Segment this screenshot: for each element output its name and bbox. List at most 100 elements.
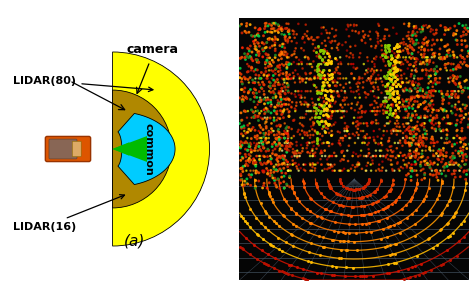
Point (250, 161, 258, 165)
Point (405, 111, 412, 116)
Point (284, 168, 292, 173)
Point (374, 134, 382, 139)
Point (414, 105, 421, 110)
Point (255, 73, 263, 78)
Point (266, 84, 274, 89)
Point (417, 76, 424, 81)
Point (312, 85, 320, 90)
Point (422, 23, 430, 28)
Point (255, 53, 263, 58)
Point (278, 62, 286, 66)
Point (451, 74, 458, 79)
Point (283, 150, 291, 154)
Point (272, 94, 280, 99)
Point (434, 139, 441, 144)
Point (413, 180, 421, 185)
Point (385, 43, 392, 47)
Point (379, 99, 386, 104)
Point (390, 90, 397, 95)
Point (373, 95, 381, 100)
Point (317, 191, 325, 196)
Point (382, 84, 389, 89)
Point (324, 122, 331, 127)
Point (267, 86, 274, 91)
Point (290, 190, 298, 194)
Point (390, 58, 398, 63)
Point (330, 34, 338, 39)
Point (403, 135, 410, 140)
Point (258, 40, 266, 45)
Point (288, 91, 295, 96)
Point (423, 71, 430, 76)
Point (348, 71, 356, 76)
Point (336, 238, 344, 243)
Point (420, 115, 428, 120)
Point (303, 130, 311, 135)
Point (463, 103, 470, 108)
Point (315, 89, 322, 94)
Point (263, 124, 270, 129)
Point (364, 70, 371, 75)
Point (402, 140, 410, 145)
Point (429, 84, 437, 89)
Point (273, 77, 281, 82)
Point (392, 57, 399, 62)
Point (236, 95, 243, 100)
Point (384, 55, 392, 60)
Point (386, 107, 394, 112)
Point (391, 59, 398, 63)
Point (237, 142, 244, 147)
Point (284, 89, 292, 93)
Point (275, 154, 283, 159)
Point (325, 162, 333, 167)
Point (453, 38, 461, 43)
Point (420, 47, 428, 52)
Point (289, 158, 297, 163)
Point (412, 148, 419, 153)
Point (399, 166, 407, 170)
Point (381, 43, 389, 47)
Point (412, 153, 419, 158)
Point (363, 78, 371, 83)
Point (358, 38, 365, 42)
Point (255, 76, 263, 81)
Point (337, 102, 344, 107)
Point (326, 89, 333, 93)
Point (242, 55, 249, 59)
Point (398, 80, 405, 84)
Point (318, 87, 326, 92)
Point (381, 97, 389, 102)
Point (267, 171, 274, 176)
Point (328, 76, 336, 81)
Point (267, 157, 275, 162)
Point (412, 124, 419, 129)
Point (378, 90, 385, 95)
Point (270, 90, 277, 95)
Point (307, 89, 314, 94)
Point (371, 94, 378, 99)
Point (369, 89, 377, 94)
Point (373, 68, 381, 73)
Point (392, 260, 400, 265)
Point (284, 38, 292, 43)
Point (444, 49, 451, 53)
Point (413, 131, 420, 136)
Point (404, 275, 412, 280)
Point (402, 121, 410, 126)
Point (310, 123, 317, 128)
Point (393, 73, 401, 78)
Point (431, 116, 439, 121)
Point (374, 209, 382, 214)
Point (279, 82, 287, 87)
Point (269, 151, 276, 156)
Point (383, 215, 391, 220)
Point (294, 21, 302, 26)
Point (328, 104, 336, 109)
Point (374, 142, 382, 147)
Text: LIDAR(16): LIDAR(16) (13, 195, 125, 232)
Point (431, 154, 438, 159)
Point (318, 86, 326, 91)
Point (395, 105, 403, 110)
Point (459, 88, 467, 93)
Point (328, 39, 336, 44)
